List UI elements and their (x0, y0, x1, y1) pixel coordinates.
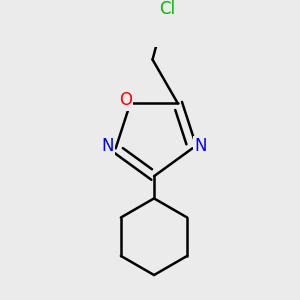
Text: Cl: Cl (160, 0, 176, 18)
Text: O: O (119, 91, 132, 109)
Text: N: N (101, 137, 114, 155)
Text: N: N (194, 137, 207, 155)
